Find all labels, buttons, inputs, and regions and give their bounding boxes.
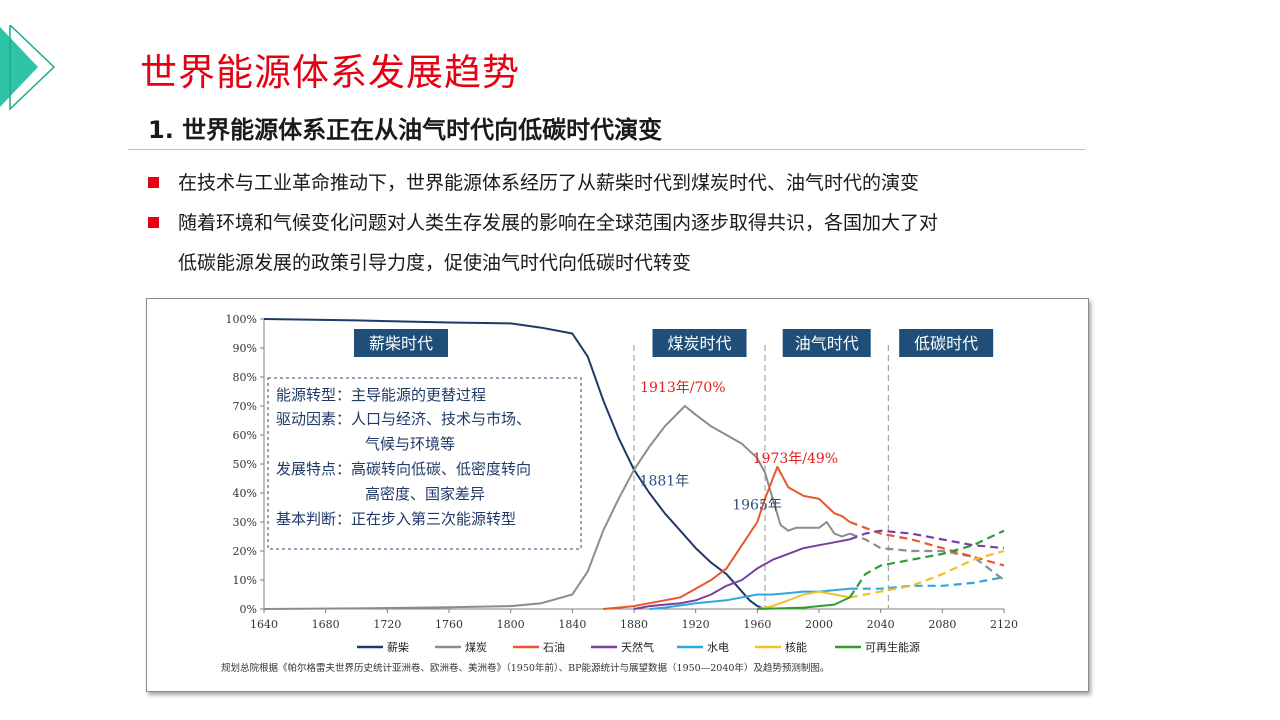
chart-annotation: 1973年/49%	[753, 451, 838, 467]
series-line-historical	[263, 318, 766, 610]
info-box-line: 基本判断：正在步入第三次能源转型	[276, 510, 516, 528]
x-tick-label: 1920	[682, 618, 710, 631]
info-box	[267, 377, 582, 550]
series-line-historical	[633, 538, 850, 610]
decorative-arrow-icon	[0, 25, 56, 111]
divider	[128, 149, 1085, 150]
era-label: 低碳时代	[914, 334, 978, 353]
era-label-box	[354, 329, 448, 357]
series-line-historical	[757, 596, 851, 610]
legend-label: 核能	[785, 640, 807, 654]
series-line-historical	[263, 405, 851, 610]
bullet-text: 在技术与工业革命推动下，世界能源体系经历了从薪柴时代到煤炭时代、油气时代的演变	[178, 172, 920, 194]
y-tick-label: 20%	[233, 545, 257, 558]
era-label: 油气时代	[795, 334, 859, 353]
legend-label: 可再生能源	[865, 640, 920, 654]
era-label: 薪柴时代	[369, 334, 433, 353]
y-tick-label: 100%	[226, 313, 257, 326]
x-tick-label: 1800	[497, 618, 525, 631]
legend-label: 天然气	[621, 640, 654, 654]
x-tick-label: 1640	[250, 618, 278, 631]
bullet-text: 随着环境和气候变化问题对人类生存发展的影响在全球范围内逐步取得共识，各国加大了对	[178, 212, 939, 234]
legend-label: 石油	[543, 640, 565, 654]
x-tick-label: 1680	[312, 618, 340, 631]
series-line-historical	[757, 590, 850, 610]
y-tick-label: 90%	[233, 342, 257, 355]
legend-label: 水电	[707, 641, 729, 654]
x-tick-label: 2080	[928, 618, 956, 631]
y-tick-label: 70%	[233, 400, 257, 413]
chart-panel: 0% 10% 20% 30% 40% 50% 60% 70% 80% 90% 100% 1640 168…	[146, 298, 1089, 692]
info-box-line: 发展特点：高碳转向低碳、低密度转向	[276, 460, 531, 478]
era-label-box	[899, 329, 994, 357]
bullet-marker	[148, 177, 159, 188]
x-tick-label: 1760	[435, 618, 463, 631]
era-label-box	[652, 329, 747, 357]
chart-annotation: 1965年	[732, 498, 782, 514]
legend-label: 煤炭	[465, 641, 487, 654]
chart-annotation: 1913年/70%	[640, 380, 725, 396]
info-box-line: 驱动因素：人口与经济、技术与市场、	[276, 410, 531, 428]
series-line-projection	[849, 532, 1005, 581]
legend-label: 薪柴	[387, 640, 409, 654]
section-subtitle: 1. 世界能源体系正在从油气时代向低碳时代演变	[148, 116, 663, 144]
y-tick-label: 10%	[233, 574, 257, 587]
era-label: 煤炭时代	[668, 334, 732, 353]
info-box-line: 高密度、国家差异	[365, 485, 485, 503]
series-line-projection	[849, 520, 1005, 567]
series-line-projection	[849, 529, 1005, 550]
source-note: 规划总院根据《帕尔格雷夫世界历史统计亚洲卷、欧洲卷、美洲卷》（1950年前）、B…	[221, 662, 829, 674]
x-tick-label: 1840	[558, 618, 586, 631]
bullet-marker	[148, 217, 159, 228]
y-tick-label: 60%	[233, 429, 257, 442]
x-tick-label: 1720	[373, 618, 401, 631]
energy-share-chart: 0% 10% 20% 30% 40% 50% 60% 70% 80% 90% 100% 1640 168…	[221, 313, 1018, 674]
y-tick-label: 50%	[233, 458, 257, 471]
page-title: 世界能源体系发展趋势	[140, 51, 520, 94]
y-tick-label: 80%	[233, 371, 257, 384]
bullet-text: 低碳能源发展的政策引导力度，促使油气时代向低碳时代转变	[178, 252, 692, 274]
y-tick-label: 40%	[233, 487, 257, 500]
series-line-projection	[849, 549, 1005, 599]
chart-annotation: 1881年	[640, 474, 690, 490]
x-tick-label: 2120	[990, 618, 1018, 631]
info-box-line: 能源转型：主导能源的更替过程	[276, 386, 486, 404]
era-label-box	[782, 329, 871, 357]
y-tick-label: 0%	[240, 603, 257, 616]
series-line-projection	[848, 529, 1005, 599]
x-tick-label: 1960	[743, 618, 771, 631]
x-tick-label: 1880	[620, 618, 648, 631]
series-line-historical	[603, 465, 851, 610]
info-box-line: 气候与环境等	[365, 435, 455, 453]
y-tick-label: 30%	[233, 516, 257, 529]
x-tick-label: 2040	[867, 618, 895, 631]
x-tick-label: 2000	[805, 618, 833, 631]
